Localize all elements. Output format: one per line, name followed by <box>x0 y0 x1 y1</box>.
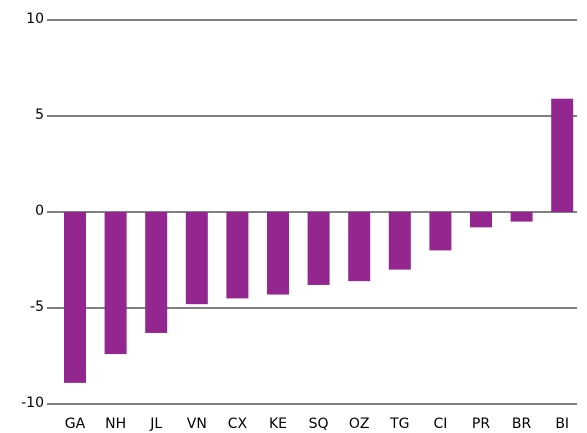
x-tick-label: GA <box>65 416 86 432</box>
bar <box>145 212 168 333</box>
x-tick-label: CX <box>228 416 248 432</box>
bar <box>510 212 533 222</box>
bar <box>185 212 208 305</box>
bar <box>267 212 289 295</box>
bar <box>470 212 492 228</box>
x-tick-label: NH <box>105 416 126 432</box>
x-tick-label: VN <box>187 416 207 432</box>
x-tick-label: CI <box>433 416 447 432</box>
y-tick-label: -5 <box>30 299 44 315</box>
x-tick-label: PR <box>472 416 490 432</box>
x-tick-label: OZ <box>349 416 370 432</box>
bar <box>551 98 574 212</box>
y-tick-label: 10 <box>26 11 44 27</box>
x-tick-label: JL <box>149 416 162 432</box>
y-tick-label: 5 <box>35 107 44 123</box>
bar <box>226 212 249 299</box>
bar <box>64 212 86 383</box>
x-tick-label: BI <box>555 416 569 432</box>
y-tick-label: 0 <box>35 203 44 219</box>
bar <box>104 212 127 355</box>
bar <box>307 212 330 285</box>
x-tick-label: BR <box>512 416 532 432</box>
bar <box>388 212 411 270</box>
x-tick-label: SQ <box>309 416 329 432</box>
x-tick-label: TG <box>389 416 409 432</box>
bar <box>429 212 452 251</box>
y-tick-label: -10 <box>21 395 44 411</box>
bar <box>348 212 371 282</box>
x-tick-label: KE <box>269 416 287 432</box>
